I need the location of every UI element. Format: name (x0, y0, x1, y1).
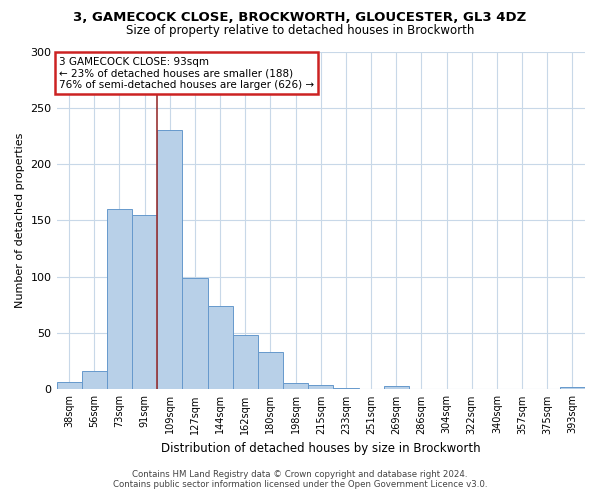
Bar (56, 382, 82, 390)
Bar (383, 386, 409, 390)
Y-axis label: Number of detached properties: Number of detached properties (15, 133, 25, 308)
Text: 3, GAMECOCK CLOSE, BROCKWORTH, GLOUCESTER, GL3 4DZ: 3, GAMECOCK CLOSE, BROCKWORTH, GLOUCESTE… (73, 11, 527, 24)
Bar (560, 387, 585, 390)
Bar (182, 278, 208, 390)
Text: Contains HM Land Registry data © Crown copyright and database right 2024.
Contai: Contains HM Land Registry data © Crown c… (113, 470, 487, 489)
Bar (132, 215, 157, 390)
Bar (107, 209, 132, 390)
Bar (334, 388, 359, 390)
Bar (258, 352, 283, 390)
X-axis label: Distribution of detached houses by size in Brockworth: Distribution of detached houses by size … (161, 442, 481, 455)
Text: 3 GAMECOCK CLOSE: 93sqm
← 23% of detached houses are smaller (188)
76% of semi-d: 3 GAMECOCK CLOSE: 93sqm ← 23% of detache… (59, 56, 314, 90)
Bar (233, 336, 258, 390)
Bar (208, 306, 233, 390)
Text: Size of property relative to detached houses in Brockworth: Size of property relative to detached ho… (126, 24, 474, 37)
Bar (283, 382, 308, 390)
Bar (82, 372, 107, 390)
Bar (157, 130, 182, 390)
Bar (308, 385, 334, 390)
